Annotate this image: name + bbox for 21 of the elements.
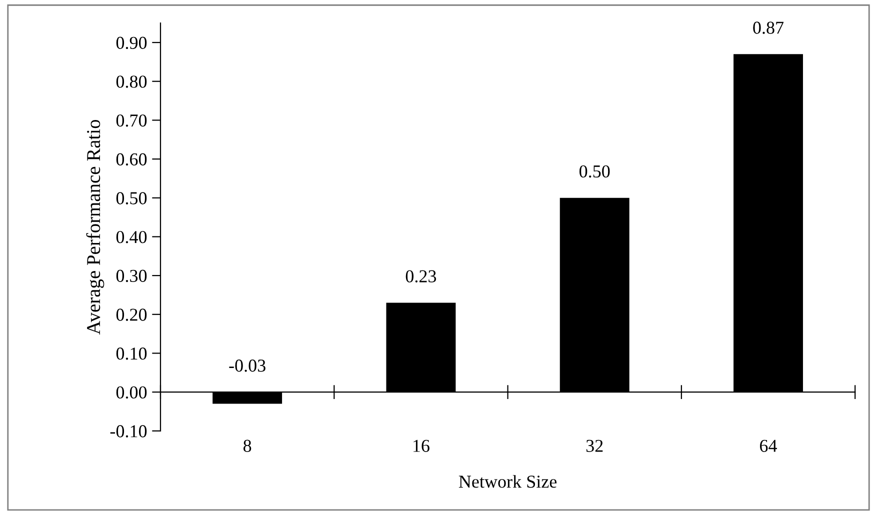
data-label: 0.50 — [579, 165, 610, 178]
y-tick-label: 0.70 — [116, 114, 147, 127]
y-tick-label: 0.30 — [116, 270, 147, 282]
y-tick-label: 0.10 — [116, 347, 147, 360]
x-tick-label: 16 — [414, 440, 430, 452]
data-label: 0.23 — [406, 270, 436, 282]
y-tick-label: 0.00 — [116, 386, 147, 399]
y-tick-label: 0.20 — [116, 308, 147, 321]
y-tick-label: 0.40 — [116, 230, 147, 244]
y-tick-label: 0.80 — [116, 76, 147, 88]
data-label: -0.03 — [229, 360, 266, 372]
y-tick-label: -0.10 — [110, 425, 147, 438]
y-tick-label: 0.90 — [116, 36, 147, 50]
data-label: 0.87 — [753, 22, 784, 34]
y-tick-label: 0.60 — [116, 153, 147, 166]
x-tick-label: 64 — [760, 440, 777, 452]
x-axis-title: Network Size — [458, 475, 557, 488]
x-tick-label: 32 — [586, 440, 603, 452]
y-axis-title: Average Performance Ratio — [86, 120, 104, 335]
x-tick-label: 8 — [243, 440, 252, 452]
y-tick-label: 0.50 — [116, 192, 147, 204]
